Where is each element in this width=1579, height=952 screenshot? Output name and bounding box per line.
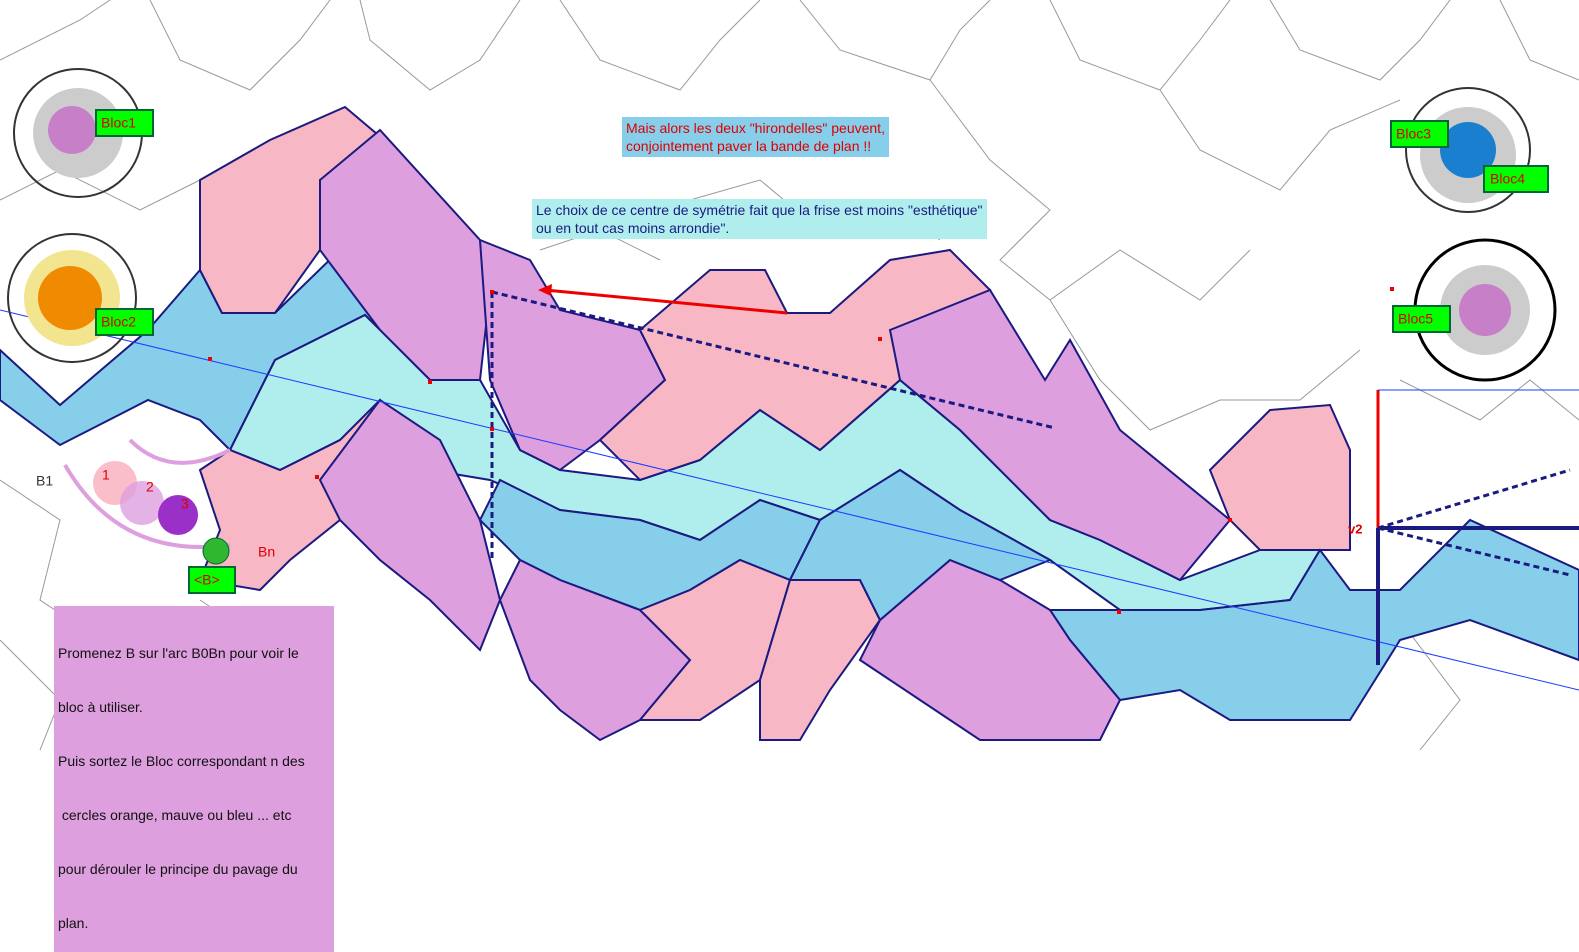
- vector-label: v2: [1348, 521, 1362, 536]
- note-line: cercles orange, mauve ou bleu ... etc: [58, 807, 292, 823]
- point-label: 3: [181, 496, 189, 512]
- bloc3-circle: [1405, 87, 1531, 213]
- label-box: [188, 566, 236, 594]
- note-line: Mais alors les deux "hirondelles" peuven…: [626, 120, 885, 136]
- label-box: [1392, 305, 1451, 333]
- note: Le choix de ce centre de symétrie fait q…: [532, 199, 987, 239]
- bloc2-circle: [7, 233, 137, 363]
- label-box: [1390, 120, 1449, 148]
- dashed-line: [1377, 468, 1571, 530]
- note-line: bloc à utiliser.: [58, 699, 143, 715]
- note-line: plan.: [58, 915, 89, 931]
- note-line: Le choix de ce centre de symétrie fait q…: [536, 202, 983, 218]
- bloc-label: Bloc4: [1490, 171, 1525, 187]
- note-line: conjointement paver la bande de plan !!: [626, 138, 872, 154]
- point-label: <B>: [194, 572, 220, 588]
- point-label: 1: [102, 467, 110, 483]
- label-box: [1483, 165, 1549, 193]
- label-box: [95, 308, 154, 336]
- label-box: [95, 109, 154, 137]
- arc-widget: [63, 438, 231, 565]
- note: Mais alors les deux "hirondelles" peuven…: [622, 117, 889, 157]
- points: [208, 287, 1394, 614]
- note-line: Puis sortez le Bloc correspondant n des: [58, 753, 305, 769]
- note-line: pour dérouler le principe du pavage du: [58, 861, 298, 877]
- note-line: Promenez B sur l'arc B0Bn pour voir le: [58, 645, 299, 661]
- red-arrow: [544, 288, 788, 315]
- point-label: 2: [146, 479, 154, 495]
- point-label: B1: [36, 473, 53, 489]
- dashed-line: [491, 290, 1056, 430]
- note-line: ou en tout cas moins arrondie".: [536, 220, 730, 236]
- axis-line: [0, 309, 1579, 691]
- bloc-label: Bloc2: [101, 314, 136, 330]
- bloc-label: Bloc1: [101, 115, 136, 131]
- bloc5-circle: [1413, 238, 1557, 382]
- arrow-head: [538, 284, 552, 296]
- point-label: Bn: [258, 544, 275, 560]
- bloc-label: Bloc3: [1396, 126, 1431, 142]
- canvas: Bloc1 Bloc2 Bloc3 Bloc4 Bloc5 <B> B1 1 2…: [0, 0, 1579, 750]
- frieze: [0, 105, 1579, 742]
- dashed-line: [1377, 526, 1571, 577]
- bloc-label: Bloc5: [1398, 311, 1433, 327]
- note: Promenez B sur l'arc B0Bn pour voir le b…: [54, 606, 334, 952]
